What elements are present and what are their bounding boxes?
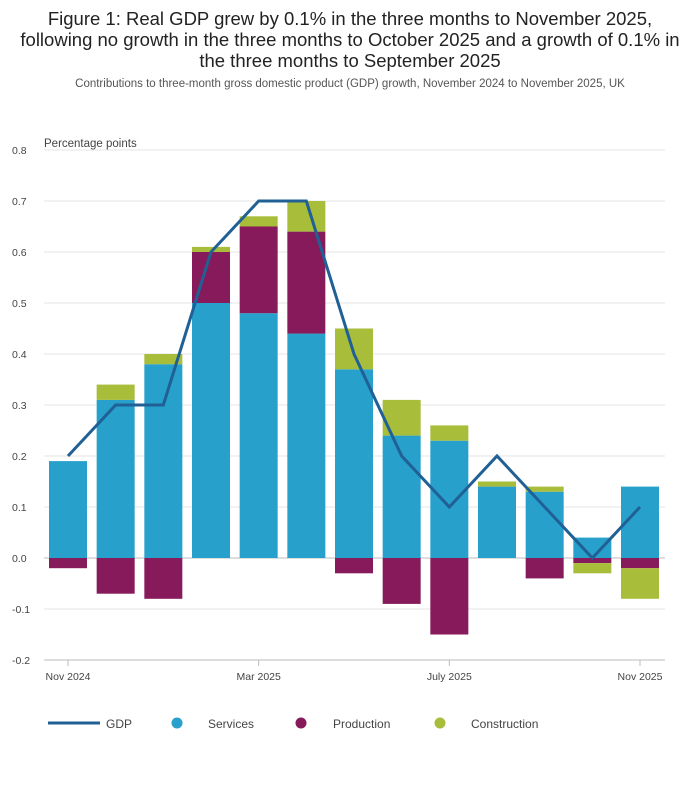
x-axis: Nov 2024 Mar 2025 July 2025 Nov 2025 [44, 659, 665, 683]
y-tick-label: 0.6 [12, 247, 27, 259]
bar-construction [621, 568, 659, 599]
y-tick-labels: -0.2 -0.1 0.0 0.1 0.2 0.3 0.4 0.5 0.6 0.7 0.8 [12, 145, 30, 667]
bar-construction [287, 201, 326, 232]
bar-construction [525, 486, 564, 492]
y-tick-label: 0.5 [12, 298, 27, 310]
bar-services [49, 461, 87, 558]
chart-subtitle: Contributions to three-month gross domes… [75, 78, 625, 90]
bar-production [239, 226, 278, 314]
bar-services [430, 440, 469, 558]
y-tick-label: 0.2 [12, 451, 27, 463]
bar-services [525, 491, 564, 558]
chart-title: Figure 1: Real GDP grew by 0.1% in the t… [20, 8, 680, 71]
bar-services [96, 399, 135, 558]
bar-services [478, 486, 516, 558]
bar-construction [144, 354, 183, 365]
legend-label-construction: Construction [471, 717, 538, 731]
bar-services [335, 369, 373, 558]
x-tick-label: Nov 2024 [46, 671, 91, 683]
bar-construction [335, 328, 373, 370]
y-tick-label: 0.8 [12, 145, 27, 157]
gdp-line-group [66, 199, 642, 561]
x-tick-label: Mar 2025 [236, 671, 281, 683]
bar-services [192, 303, 230, 558]
y-tick-label: -0.2 [12, 655, 30, 667]
bar-construction [430, 425, 469, 441]
y-axis-label: Percentage points [44, 138, 137, 150]
legend-marker-services [171, 717, 183, 729]
x-tick-label: Nov 2025 [618, 671, 663, 683]
legend-marker-production [295, 717, 307, 729]
legend-marker-construction [434, 717, 446, 729]
bar-services [573, 537, 612, 558]
bar-production [573, 558, 612, 564]
y-tick-label: 0.3 [12, 400, 27, 412]
bar-production [335, 558, 373, 574]
y-tick-label: 0.7 [12, 196, 27, 208]
bar-production [96, 558, 135, 594]
bar-production [287, 231, 326, 334]
legend-label-services: Services [208, 717, 254, 731]
bar-construction [96, 384, 135, 400]
bars [49, 201, 659, 635]
legend-label-gdp: GDP [106, 717, 132, 731]
bar-construction [478, 481, 516, 487]
bar-production [144, 558, 183, 599]
x-tick-label: July 2025 [427, 671, 472, 683]
bar-production [382, 558, 421, 604]
bar-construction [573, 563, 612, 574]
bar-production [49, 558, 87, 569]
legend-label-production: Production [333, 717, 390, 731]
bar-construction [192, 246, 230, 252]
y-tick-label: 0.0 [12, 553, 27, 565]
bar-production [430, 558, 469, 635]
y-tick-label: 0.4 [12, 349, 27, 361]
bar-production [621, 558, 659, 569]
bar-services [287, 333, 326, 558]
bar-construction [239, 216, 278, 227]
legend: GDP Services Production Construction [48, 717, 538, 731]
y-tick-label: 0.1 [12, 502, 27, 514]
bar-services [239, 313, 278, 558]
bar-production [525, 558, 564, 579]
y-tick-label: -0.1 [12, 604, 30, 616]
gdp-line [66, 199, 642, 561]
bar-services [144, 364, 183, 558]
